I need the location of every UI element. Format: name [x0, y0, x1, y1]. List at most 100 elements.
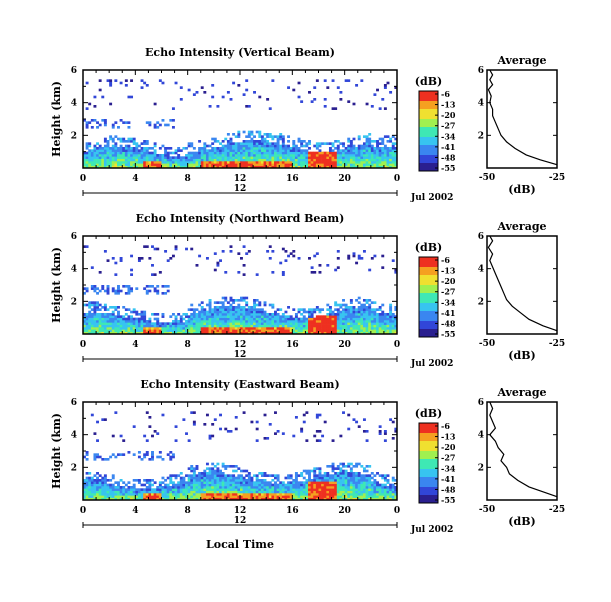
heatmap-cell: [156, 327, 160, 330]
heatmap-cell: [224, 313, 228, 316]
colorbar-swatch: [419, 445, 438, 448]
heatmap-cell: [323, 329, 327, 332]
heatmap-cell: [242, 322, 246, 325]
heatmap-cell: [148, 495, 152, 498]
heatmap-cell: [101, 285, 105, 288]
heatmap-cell: [287, 140, 291, 143]
heatmap-cell: [226, 308, 230, 311]
heatmap-cell: [245, 486, 249, 489]
heatmap-cell: [386, 488, 390, 491]
heatmap-cell: [151, 273, 154, 276]
heatmap-cell: [140, 322, 144, 325]
heatmap-cell: [331, 310, 335, 314]
profile-x-label: (dB): [508, 515, 535, 528]
heatmap-cell: [211, 488, 215, 491]
heatmap-cell: [132, 163, 136, 166]
heatmap-cell: [114, 142, 118, 145]
heatmap-cell: [203, 91, 207, 94]
heatmap-cell: [190, 142, 194, 145]
heatmap-cell: [355, 486, 359, 489]
heatmap-cell: [381, 158, 385, 162]
heatmap-cell: [96, 481, 99, 484]
heatmap-cell: [127, 292, 131, 295]
heatmap-cell: [114, 411, 118, 414]
heatmap-cell: [211, 165, 215, 169]
heatmap-cell: [276, 324, 280, 328]
heatmap-cell: [90, 490, 94, 494]
heatmap-cell: [373, 495, 377, 498]
colorbar-swatch: [419, 435, 438, 438]
heatmap-cell: [93, 317, 97, 321]
heatmap-cell: [266, 483, 270, 487]
heatmap-cell: [151, 490, 154, 494]
heatmap-cell: [135, 490, 139, 494]
heatmap-cell: [229, 140, 233, 143]
colorbar-tick-label: -27: [441, 453, 455, 463]
heatmap-cell: [281, 320, 285, 323]
heatmap-cell: [208, 165, 212, 169]
heatmap-cell: [213, 306, 217, 309]
heatmap-cell: [166, 165, 170, 169]
heatmap-cell: [302, 151, 306, 155]
colorbar-swatch: [419, 107, 438, 110]
heatmap-cell: [334, 147, 338, 150]
heatmap-cell: [250, 137, 254, 141]
heatmap-cell: [137, 144, 141, 148]
heatmap-cell: [234, 149, 238, 152]
heatmap-cell: [229, 296, 233, 300]
heatmap-cell: [368, 310, 372, 314]
heatmap-cell: [221, 308, 225, 311]
heatmap-cell: [219, 151, 222, 155]
colorbar-swatch: [419, 327, 438, 330]
heatmap-cell: [336, 165, 340, 169]
heatmap-cell: [274, 154, 277, 157]
heatmap-cell: [378, 317, 382, 321]
heatmap-cell: [242, 151, 246, 155]
heatmap-cell: [151, 313, 154, 316]
heatmap-cell: [101, 315, 105, 318]
heatmap-cell: [177, 322, 181, 325]
heatmap-cell: [158, 488, 162, 491]
heatmap-cell: [347, 100, 351, 103]
heatmap-cell: [349, 483, 353, 487]
heatmap-cell: [253, 308, 256, 311]
heatmap-cell: [240, 322, 243, 325]
heatmap-cell: [378, 165, 382, 169]
heatmap-cell: [171, 313, 175, 316]
heatmap-cell: [250, 317, 254, 321]
heatmap-cell: [310, 322, 314, 325]
heatmap-cell: [287, 488, 291, 491]
heatmap-cell: [362, 303, 366, 307]
heatmap-cell: [263, 149, 267, 152]
heatmap-cell: [294, 479, 298, 482]
heatmap-cell: [195, 329, 199, 332]
heatmap-cell: [101, 147, 105, 150]
heatmap-cell: [187, 142, 191, 145]
heatmap-cell: [229, 486, 233, 489]
heatmap-cell: [389, 154, 393, 157]
heatmap-cell: [287, 497, 291, 501]
heatmap-cell: [328, 476, 332, 480]
heatmap-cell: [174, 483, 178, 487]
colorbar-swatch: [419, 275, 438, 278]
heatmap-cell: [177, 329, 181, 332]
heatmap-cell: [339, 474, 343, 477]
heatmap-cell: [232, 495, 236, 498]
heatmap-cell: [187, 161, 191, 164]
colorbar-swatch: [419, 297, 438, 300]
heatmap-cell: [132, 149, 136, 152]
heatmap-cell: [250, 493, 254, 496]
x-tick-label: 20: [338, 340, 351, 350]
heatmap-cell: [313, 317, 317, 321]
heatmap-cell: [284, 488, 288, 491]
heatmap-cell: [381, 161, 385, 164]
heatmap-cell: [145, 324, 149, 328]
heatmap-cell: [365, 481, 369, 484]
heatmap-cell: [117, 481, 120, 484]
heatmap-cell: [250, 161, 254, 164]
heatmap-cell: [90, 149, 94, 152]
heatmap-cell: [300, 144, 304, 148]
heatmap-cell: [381, 331, 385, 335]
heatmap-cell: [373, 149, 377, 152]
heatmap-cell: [302, 488, 306, 491]
